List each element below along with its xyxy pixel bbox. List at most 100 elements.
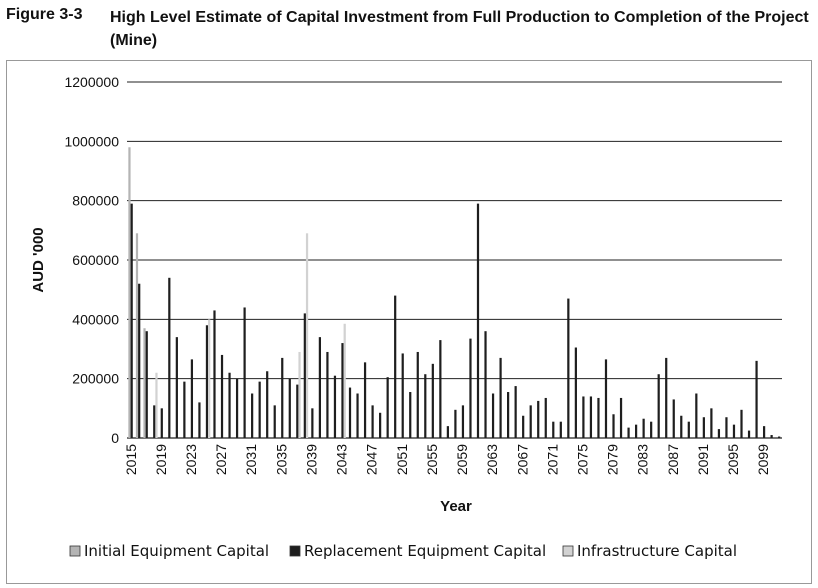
x-tick-label: 2067 (514, 444, 530, 475)
legend-label-infrastructure: Infrastructure Capital (577, 542, 737, 560)
bar-replacement-2067 (522, 415, 525, 438)
bar-replacement-2056 (439, 340, 442, 438)
bar-replacement-2071 (552, 421, 555, 438)
bar-replacement-2059 (461, 405, 465, 438)
bar-replacement-2041 (326, 351, 329, 438)
bar-replacement-2090 (695, 393, 698, 438)
bar-initial-2015 (128, 147, 131, 438)
bar-replacement-2044 (348, 387, 352, 438)
bar-replacement-2054 (424, 374, 427, 438)
bar-replacement-2073 (567, 298, 570, 438)
bar-replacement-2099 (762, 426, 766, 438)
bar-replacement-2038 (303, 313, 306, 438)
bar-replacement-2027 (220, 354, 224, 438)
bar-replacement-2051 (401, 353, 404, 438)
x-tick-label: 2047 (364, 444, 380, 475)
x-tick-label: 2063 (484, 444, 500, 475)
y-tick-label: 400000 (72, 311, 119, 327)
x-tick-label: 2051 (394, 444, 410, 475)
x-tick-label: 2099 (755, 444, 771, 475)
x-tick-label: 2039 (303, 444, 319, 475)
x-tick-label: 2079 (605, 444, 621, 475)
bar-replacement-2023 (190, 359, 194, 438)
bar-replacement-2058 (454, 409, 457, 438)
legend-swatch-infrastructure (562, 545, 574, 557)
x-tick-label: 2019 (153, 444, 169, 475)
bar-replacement-2079 (612, 414, 615, 438)
bar-infrastructure-2038 (305, 233, 309, 438)
bar-replacement-2019 (160, 408, 163, 438)
y-axis-tick-labels: 0 200000 400000 600000 800000 1000000 1200000 (64, 74, 119, 446)
x-tick-label: 2055 (424, 444, 440, 475)
x-tick-label: 2043 (334, 444, 350, 475)
bar-replacement-2029 (235, 378, 239, 438)
bar-replacement-2017 (145, 331, 148, 438)
bar-replacement-2092 (710, 408, 713, 438)
legend: Initial Equipment Capital Replacement Equ… (69, 542, 737, 560)
bar-replacement-2065 (507, 392, 510, 438)
y-tick-label: 1000000 (64, 133, 119, 149)
bar-replacement-2049 (386, 377, 389, 438)
bar-replacement-2081 (627, 427, 630, 438)
bar-initial-2016 (135, 233, 139, 438)
figure-title: High Level Estimate of Capital Investmen… (110, 9, 809, 49)
x-tick-label: 2095 (725, 444, 741, 475)
bar-replacement-2040 (318, 337, 322, 438)
bar-replacement-2063 (491, 393, 495, 438)
x-axis-tick-labels: 2015 2019 2023 2027 2031 2035 2039 2043 2047 2051… (123, 444, 771, 475)
bar-replacement-2028 (228, 372, 231, 438)
bar-infrastructure-2025 (208, 319, 211, 438)
bar-replacement-2055 (431, 363, 434, 438)
x-tick-label: 2071 (544, 444, 560, 475)
bar-replacement-2072 (559, 421, 562, 438)
legend-label-initial: Initial Equipment Capital (84, 542, 269, 560)
bar-replacement-2089 (687, 421, 690, 438)
x-axis-title: Year (440, 498, 472, 515)
bar-replacement-2035 (281, 357, 284, 438)
x-tick-label: 2015 (123, 444, 139, 475)
bar-replacement-2097 (747, 430, 751, 438)
bar-replacement-2087 (672, 399, 675, 438)
bar-replacement-2082 (634, 424, 638, 438)
bar-replacement-2062 (484, 331, 487, 438)
bar-replacement-2042 (333, 375, 337, 438)
x-tick-label: 2083 (635, 444, 651, 475)
bar-replacement-2084 (650, 421, 653, 438)
bar-replacement-2046 (363, 362, 367, 438)
y-tick-label: 200000 (72, 371, 119, 387)
bar-infrastructure-2037 (298, 351, 301, 438)
bar-replacement-2101 (778, 436, 781, 438)
bar-replacement-2066 (514, 386, 517, 438)
bar-replacement-2094 (725, 417, 728, 438)
y-tick-label: 0 (111, 430, 119, 446)
x-tick-label: 2027 (213, 444, 229, 475)
bar-replacement-2024 (198, 402, 201, 438)
x-tick-label: 2035 (273, 444, 289, 475)
x-tick-label: 2075 (574, 444, 590, 475)
bar-replacement-2020 (168, 277, 171, 438)
bar-marks (128, 147, 781, 438)
legend-swatch-initial (69, 545, 81, 557)
bar-replacement-2076 (589, 396, 593, 438)
bar-replacement-2083 (642, 418, 645, 438)
figure-label: Figure 3-3 (6, 6, 83, 23)
bar-replacement-2069 (537, 400, 540, 438)
bar-replacement-2060 (469, 338, 472, 438)
bar-replacement-2036 (288, 378, 291, 438)
bar-replacement-2074 (574, 347, 577, 438)
bar-replacement-2088 (680, 415, 683, 438)
y-tick-label: 1200000 (64, 74, 119, 90)
bar-replacement-2045 (356, 393, 359, 438)
y-axis-title: AUD '000 (30, 227, 47, 292)
bar-replacement-2015 (130, 203, 133, 438)
bar-replacement-2031 (251, 393, 254, 438)
legend-label-replacement: Replacement Equipment Capital (304, 542, 546, 560)
bar-replacement-2070 (544, 397, 547, 438)
bar-replacement-2026 (213, 310, 216, 438)
x-tick-label: 2091 (695, 444, 711, 475)
bar-replacement-2052 (409, 392, 412, 438)
bar-replacement-2021 (175, 337, 178, 438)
bar-initial-2017 (143, 328, 146, 438)
bar-replacement-2080 (619, 397, 623, 438)
